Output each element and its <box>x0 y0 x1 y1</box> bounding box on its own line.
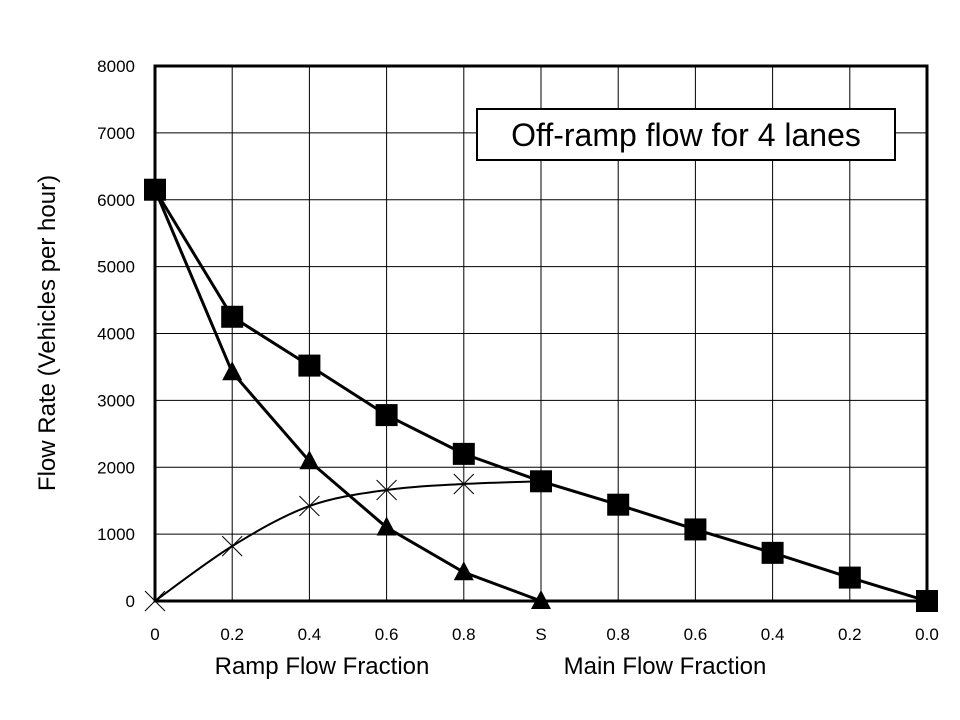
series-square <box>144 178 938 612</box>
y-tick-label: 8000 <box>97 57 135 76</box>
x-tick-label: 0.6 <box>375 625 399 644</box>
data-point-x <box>376 479 397 501</box>
data-point-square <box>607 493 630 516</box>
series-triangle <box>145 178 551 609</box>
data-point-triangle <box>531 590 551 609</box>
annotation-text: Off-ramp flow for 4 lanes <box>511 117 861 153</box>
x-tick-label: 0.2 <box>838 625 862 644</box>
data-point-x <box>144 590 166 612</box>
data-point-square <box>298 354 321 377</box>
x-tick-label: 0.2 <box>220 625 244 644</box>
y-axis-label: Flow Rate (Vehicles per hour) <box>34 175 61 491</box>
annotation-frame <box>476 108 896 161</box>
x-axis-label-left: Ramp Flow Fraction <box>215 653 430 680</box>
data-point-square <box>838 566 861 589</box>
data-point-triangle <box>376 516 397 536</box>
x-tick-labels: 0 0.2 0.4 0.6 0.8 S 0.8 0.6 0.4 0.2 0.0 <box>150 625 939 644</box>
data-point-square <box>452 442 475 465</box>
y-tick-label: 7000 <box>97 124 135 143</box>
x-tick-label: 0.8 <box>452 625 476 644</box>
data-point-triangle <box>453 561 474 581</box>
y-tick-labels: 0 1000 2000 3000 4000 5000 6000 7000 8000 <box>97 57 135 611</box>
data-point-x <box>299 495 320 517</box>
x-tick-label: 0.4 <box>761 625 785 644</box>
x-tick-label: S <box>535 625 546 644</box>
series-line <box>154 480 542 602</box>
x-tick-label: 0.0 <box>915 625 939 644</box>
y-tick-label: 6000 <box>97 191 135 210</box>
data-point-square <box>916 590 938 612</box>
y-tick-label: 3000 <box>97 391 135 410</box>
data-point-triangle <box>145 178 165 198</box>
y-tick-label: 2000 <box>97 458 135 477</box>
y-tick-label: 1000 <box>97 525 135 544</box>
data-point-x <box>530 470 552 492</box>
data-point-x <box>221 535 243 557</box>
data-point-x <box>453 473 475 495</box>
x-axis-label-right: Main Flow Fraction <box>564 653 767 680</box>
y-tick-label: 0 <box>126 592 135 611</box>
series-x <box>144 470 552 612</box>
x-tick-label: 0.8 <box>606 625 630 644</box>
series-layer <box>144 178 938 612</box>
data-point-square <box>684 518 707 541</box>
x-tick-label: 0.6 <box>684 625 708 644</box>
data-point-triangle <box>222 361 243 381</box>
series-line <box>153 189 542 603</box>
data-point-square <box>221 305 244 328</box>
data-point-triangle <box>299 450 320 470</box>
x-tick-label: 0.4 <box>298 625 322 644</box>
data-point-square <box>761 541 784 564</box>
y-tick-label: 5000 <box>97 258 135 277</box>
data-point-square <box>375 404 398 427</box>
y-tick-label: 4000 <box>97 325 135 344</box>
annotation-box: Off-ramp flow for 4 lanes <box>476 108 896 161</box>
x-tick-label: 0 <box>150 625 159 644</box>
